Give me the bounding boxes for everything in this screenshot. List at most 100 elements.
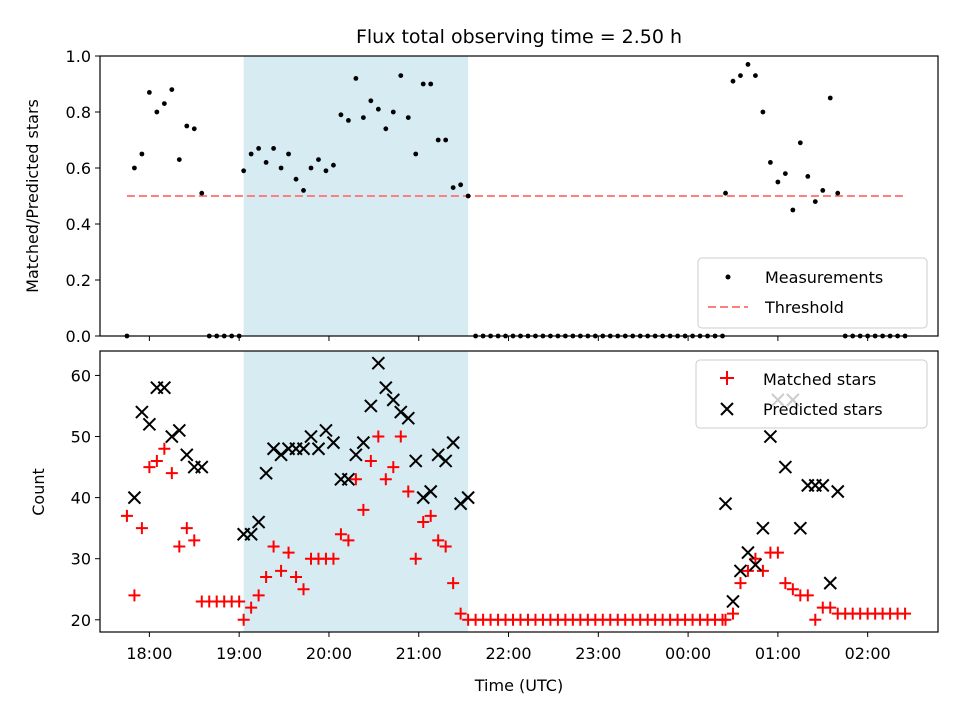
matched-point [741, 564, 754, 577]
predicted-point [748, 558, 763, 572]
x-tick-label: 19:00 [216, 644, 262, 663]
matched-point [417, 516, 430, 529]
matched-point [786, 583, 799, 596]
matched-point [180, 522, 193, 535]
matched-point [801, 589, 814, 602]
measurement-point [820, 188, 826, 193]
predicted-point [311, 442, 326, 456]
matched-point [120, 509, 133, 522]
matched-point [327, 552, 340, 565]
top-y-ticks: 0.0 0.2 0.4 0.6 0.8 1.0 [66, 47, 100, 346]
measurement-point [368, 98, 374, 104]
predicted-point [319, 423, 333, 438]
matched-point [342, 534, 355, 547]
top-y-tick-label: 0.8 [66, 103, 91, 122]
predicted-point [386, 393, 401, 407]
measurement-point [263, 160, 269, 165]
top-y-tick-label: 0.4 [66, 215, 91, 234]
matched-point [749, 552, 762, 565]
measurement-point [360, 115, 366, 120]
matched-point [188, 534, 201, 547]
measurement-point [827, 95, 833, 101]
bottom-observing-span [243, 351, 469, 632]
matched-point [809, 613, 822, 626]
measurement-point [316, 157, 321, 163]
x-tick-label: 22:00 [485, 644, 531, 663]
bottom-legend: Matched stars Predicted stars [695, 359, 928, 429]
matched-point [135, 522, 148, 535]
measurement-point [256, 146, 262, 151]
predicted-point [409, 454, 423, 468]
predicted-point [763, 429, 778, 444]
bottom-y-axis-label: Count [29, 468, 48, 516]
predicted-point [364, 399, 378, 413]
legend-threshold-label: Threshold [764, 298, 844, 317]
measurement-point [375, 106, 381, 112]
matched-point [424, 509, 437, 522]
measurement-point [346, 118, 351, 123]
matched-point [128, 589, 141, 602]
bottom-x-ticks: 18:00 19:00 20:00 21:00 22:00 23:00 00:00 01:00… [126, 632, 891, 663]
matched-point [402, 485, 415, 498]
x-axis-label: Time (UTC) [474, 676, 563, 695]
measurement-point [301, 188, 306, 193]
predicted-point [349, 448, 363, 462]
bottom-panel: 20 30 40 50 60 18:00 19:00 20:00 21:00 22:00 23:0… [29, 350, 939, 695]
measurement-point [738, 73, 743, 78]
measurement-point [405, 115, 411, 120]
measurement-point [161, 101, 167, 106]
measurement-point [465, 193, 471, 199]
top-y-tick-label: 1.0 [66, 47, 91, 66]
predicted-point [244, 527, 258, 541]
predicted-point [157, 380, 172, 395]
measurement-point [790, 207, 796, 213]
predicted-point [259, 466, 273, 480]
predicted-point [778, 460, 793, 474]
legend-predicted-label: Predicted stars [763, 400, 883, 419]
predicted-point [733, 564, 748, 578]
measurement-point [248, 151, 254, 157]
legend-matched-label: Matched stars [763, 370, 876, 389]
predicted-point [831, 484, 845, 499]
predicted-point [135, 405, 149, 419]
bottom-axes-frame [99, 350, 939, 633]
matched-point [297, 583, 310, 596]
measurement-point [458, 182, 464, 188]
measurement-point [271, 146, 276, 151]
matched-point [409, 552, 422, 565]
measurement-point [132, 165, 137, 171]
matched-point [357, 503, 370, 516]
measurement-point [139, 151, 145, 157]
matched-point [432, 534, 445, 547]
bottom-y-tick-label: 20 [71, 611, 91, 630]
x-tick-label: 23:00 [575, 644, 621, 663]
measurement-point [154, 109, 160, 115]
predicted-point [401, 411, 415, 425]
x-tick-label: 21:00 [396, 644, 442, 663]
predicted-point [726, 594, 740, 609]
predicted-point [195, 460, 209, 474]
matched-point [439, 540, 452, 553]
matched-point [252, 589, 265, 602]
measurement-point [286, 151, 291, 157]
matched-point [734, 577, 747, 590]
measurement-point [390, 109, 396, 115]
matched-point [282, 546, 295, 559]
matched-point [779, 577, 792, 590]
measurement-point [278, 165, 284, 171]
measurement-point [435, 137, 441, 143]
x-tick-label: 01:00 [755, 644, 801, 663]
top-legend: Measurements Threshold [697, 257, 928, 329]
measurement-point [835, 190, 841, 196]
measurement-point [805, 174, 811, 179]
measurement-point [797, 140, 803, 146]
x-tick-label: 00:00 [665, 644, 711, 663]
matched-point [771, 546, 784, 559]
matched-point [260, 571, 273, 584]
matched-point [379, 473, 392, 486]
predicted-point [304, 429, 318, 444]
top-axes-frame [99, 55, 939, 337]
top-x-ticks [148, 336, 869, 341]
matched-point [158, 442, 171, 455]
